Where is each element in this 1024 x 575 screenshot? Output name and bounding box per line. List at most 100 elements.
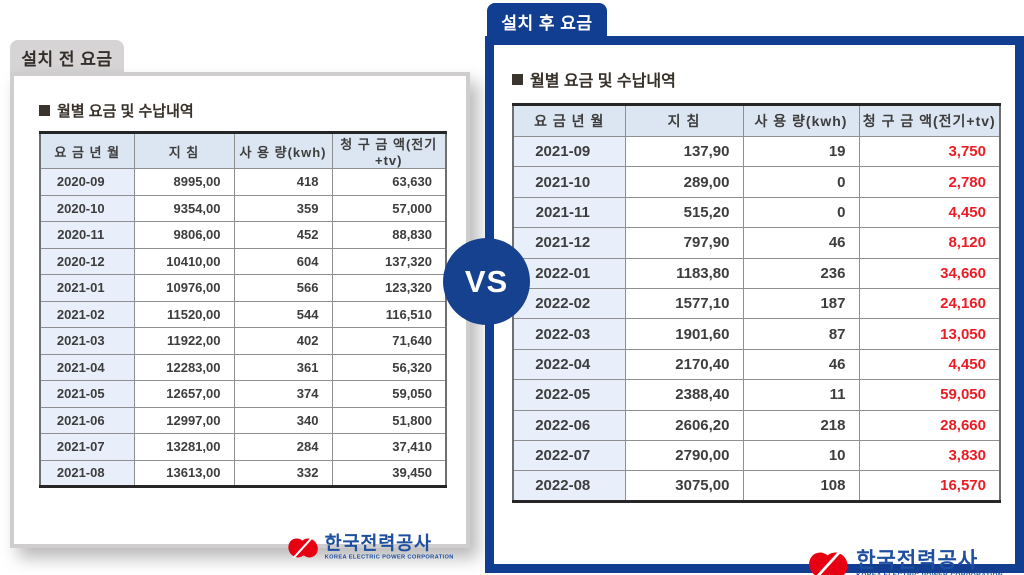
- table-row: 2022-03 1901,60 87 13,050: [512, 318, 1001, 350]
- table-row: 2021-11 515,20 0 4,450: [512, 196, 1001, 229]
- table-row: 2022-06 2606,20 218 28,660: [512, 409, 1001, 441]
- table-row: 2022-07 2790,00 10 3,830: [512, 439, 1001, 472]
- table-cell: 566: [233, 274, 333, 302]
- kepco-logo: 한국전력공사 KOREA ELECTRIC POWER CORPORATION: [287, 534, 454, 560]
- table-cell: 544: [233, 300, 333, 328]
- table-cell: 2020-12: [39, 247, 135, 275]
- kepco-name-korean: 한국전력공사: [324, 533, 433, 554]
- column-header: 사 용 량(kwh): [233, 132, 333, 169]
- table-row: 2021-01 10976,00 566 123,320: [39, 274, 447, 302]
- table-cell: 39,450: [331, 459, 447, 487]
- table-cell: 2022-07: [512, 439, 626, 472]
- table-cell: 452: [233, 221, 333, 249]
- table-row: 2021-04 12283,00 361 56,320: [39, 353, 447, 381]
- table-cell: 0: [742, 196, 860, 229]
- table-cell: 1577,10: [624, 287, 744, 320]
- table-cell: 2021-10: [512, 166, 626, 198]
- table-cell: 13281,00: [133, 433, 235, 461]
- tab-after-label: 설치 후 요금: [501, 13, 593, 33]
- kepco-name-english: KOREA ELECTRIC POWER CORPORATION: [856, 573, 1003, 575]
- table-row: 2021-09 137,90 19 3,750: [512, 135, 1001, 168]
- table-cell: 12997,00: [133, 406, 235, 434]
- table-cell: 87: [742, 318, 860, 350]
- table-cell: 3075,00: [624, 470, 744, 502]
- after-section-title: 월별 요금 및 수납내역: [512, 67, 1015, 91]
- table-cell: 1901,60: [624, 318, 744, 350]
- column-header: 지 침: [133, 132, 235, 169]
- table-cell: 604: [233, 247, 333, 275]
- table-cell: 2020-11: [39, 221, 135, 249]
- table-cell: 2021-09: [512, 135, 626, 168]
- vs-label: VS: [464, 263, 509, 299]
- table-cell: 218: [742, 409, 860, 441]
- table-cell: 289,00: [624, 166, 744, 198]
- table-cell: 116,510: [331, 300, 447, 328]
- table-cell: 418: [233, 168, 333, 196]
- table-cell: 402: [233, 327, 333, 355]
- kepco-symbol-icon: [288, 536, 318, 558]
- table-cell: 2022-08: [512, 470, 626, 502]
- table-cell: 88,830: [331, 221, 447, 249]
- table-cell: 9354,00: [133, 194, 235, 222]
- kepco-logo: 한국전력공사 KOREA ELECTRIC POWER CORPORATION: [807, 550, 1003, 575]
- table-cell: 2022-05: [512, 379, 626, 411]
- table-cell: 2021-01: [39, 274, 135, 302]
- table-cell: 2021-02: [39, 300, 135, 328]
- square-bullet-icon: [512, 73, 523, 85]
- table-cell: 2606,20: [624, 409, 744, 441]
- table-cell: 9806,00: [133, 221, 235, 249]
- kepco-symbol-icon: [809, 551, 848, 575]
- table-cell: 236: [742, 257, 860, 289]
- table-cell: 12283,00: [133, 353, 235, 381]
- table-cell: 2022-04: [512, 348, 626, 381]
- table-cell: 8,120: [858, 227, 1001, 259]
- table-row: 2022-05 2388,40 11 59,050: [512, 379, 1001, 411]
- table-cell: 2020-10: [39, 194, 135, 222]
- table-cell: 137,90: [624, 135, 744, 168]
- table-cell: 2020-09: [39, 168, 135, 196]
- kepco-logo-text: 한국전력공사 KOREA ELECTRIC POWER CORPORATION: [856, 550, 1003, 575]
- table-cell: 137,320: [331, 247, 447, 275]
- table-row: 2022-02 1577,10 187 24,160: [512, 287, 1001, 320]
- table-row: 2021-10 289,00 0 2,780: [512, 166, 1001, 198]
- table-cell: 361: [233, 353, 333, 381]
- table-cell: 2022-06: [512, 409, 626, 441]
- table-cell: 2021-07: [39, 433, 135, 461]
- table-cell: 11922,00: [133, 327, 235, 355]
- table-cell: 2021-05: [39, 380, 135, 408]
- table-row: 2022-01 1183,80 236 34,660: [512, 257, 1001, 289]
- table-cell: 123,320: [331, 274, 447, 302]
- table-cell: 2021-08: [39, 459, 135, 487]
- table-cell: 56,320: [331, 353, 447, 381]
- table-cell: 2021-12: [512, 227, 626, 259]
- column-header: 청 구 금 액(전기+tv): [331, 132, 447, 169]
- table-cell: 3,750: [858, 135, 1001, 168]
- table-cell: 28,660: [858, 409, 1001, 441]
- table-cell: 34,660: [858, 257, 1001, 289]
- table-cell: 2021-04: [39, 353, 135, 381]
- column-header: 지 침: [624, 104, 744, 137]
- table-cell: 51,800: [331, 406, 447, 434]
- column-header: 사 용 량(kwh): [742, 104, 860, 137]
- table-cell: 187: [742, 287, 860, 320]
- column-header: 요 금 년 월: [512, 104, 626, 137]
- tab-before-installation: 설치 전 요금: [10, 40, 124, 74]
- table-cell: 2790,00: [624, 439, 744, 472]
- table-cell: 10976,00: [133, 274, 235, 302]
- table-cell: 2388,40: [624, 379, 744, 411]
- table-cell: 71,640: [331, 327, 447, 355]
- kepco-name-english: KOREA ELECTRIC POWER CORPORATION: [324, 553, 454, 560]
- table-cell: 2021-03: [39, 327, 135, 355]
- table-cell: 797,90: [624, 227, 744, 259]
- table-cell: 2022-01: [512, 257, 626, 289]
- before-section-title: 월별 요금 및 수납내역: [39, 100, 466, 121]
- table-cell: 2022-03: [512, 318, 626, 350]
- table-row: 2021-02 11520,00 544 116,510: [39, 300, 447, 328]
- table-row: 2021-06 12997,00 340 51,800: [39, 406, 447, 434]
- table-cell: 37,410: [331, 433, 447, 461]
